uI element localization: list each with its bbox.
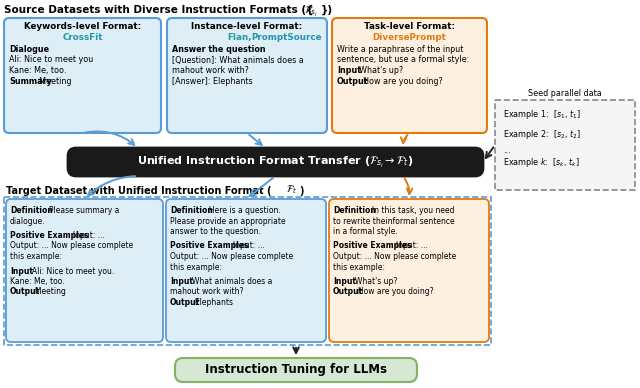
Text: [Question]: What animals does a: [Question]: What animals does a (172, 55, 304, 64)
Text: Kane: Me, too.: Kane: Me, too. (9, 66, 67, 75)
Text: dialogue.: dialogue. (10, 217, 45, 225)
FancyBboxPatch shape (329, 199, 489, 342)
Text: Instance-level Format:: Instance-level Format: (191, 22, 303, 31)
Text: : Meeting: : Meeting (33, 76, 71, 85)
Text: : Please summary a: : Please summary a (44, 206, 120, 215)
Text: : Input: ...: : Input: ... (391, 241, 428, 251)
FancyBboxPatch shape (332, 18, 487, 133)
Text: Example $k$:  [$s_k$, $t_k$]: Example $k$: [$s_k$, $t_k$] (503, 156, 580, 169)
Text: mahout work with?: mahout work with? (172, 66, 249, 75)
Text: CrossFit: CrossFit (62, 33, 103, 42)
Text: Positive Examples: Positive Examples (10, 231, 88, 240)
Text: ): ) (299, 186, 303, 196)
Text: Kane: Me, too.: Kane: Me, too. (10, 277, 65, 286)
Text: :: : (37, 45, 40, 54)
Text: : What animals does a: : What animals does a (187, 277, 273, 286)
Text: Unified Instruction Format Transfer ($\mathcal{F}_{s_i} \rightarrow \mathcal{F}_: Unified Instruction Format Transfer ($\m… (138, 154, 413, 170)
Text: ...: ... (503, 146, 511, 155)
Text: Seed parallel data: Seed parallel data (528, 89, 602, 98)
Text: Input: Input (170, 277, 193, 286)
Text: Output: ... Now please complete: Output: ... Now please complete (333, 252, 456, 261)
Text: this example:: this example: (170, 263, 222, 272)
Text: Answer the question: Answer the question (172, 45, 266, 54)
Text: Target Dataset with Unified Instruction Format (: Target Dataset with Unified Instruction … (6, 186, 271, 196)
Text: }): }) (321, 5, 333, 15)
Text: : How are you doing?: : How are you doing? (353, 288, 434, 296)
Text: Input: Input (337, 66, 361, 75)
Text: sentence, but use a formal style:: sentence, but use a formal style: (337, 55, 469, 64)
Text: : What's up?: : What's up? (350, 277, 397, 286)
Text: [Answer]: Elephants: [Answer]: Elephants (172, 76, 253, 85)
Text: Output: ... Now please complete: Output: ... Now please complete (170, 252, 293, 261)
FancyBboxPatch shape (4, 18, 161, 133)
Text: $\mathcal{F}_{s_i}$: $\mathcal{F}_{s_i}$ (304, 5, 318, 19)
Text: this example:: this example: (333, 263, 385, 272)
FancyBboxPatch shape (175, 358, 417, 382)
Bar (4, 197, 491, 345)
Text: Source Datasets with Diverse Instruction Formats ({: Source Datasets with Diverse Instruction… (4, 5, 314, 15)
Text: : How are you doing?: : How are you doing? (358, 76, 443, 85)
Text: : What's up?: : What's up? (355, 66, 404, 75)
Text: Input: Input (10, 267, 33, 275)
Text: Write a paraphrase of the input: Write a paraphrase of the input (337, 45, 463, 54)
Text: Definition: Definition (333, 206, 376, 215)
Text: Example 1:  [$s_1$, $t_1$]: Example 1: [$s_1$, $t_1$] (503, 108, 580, 121)
FancyBboxPatch shape (68, 148, 483, 176)
Text: this example:: this example: (10, 252, 62, 261)
Text: Definition: Definition (10, 206, 53, 215)
Text: : Here is a question.: : Here is a question. (204, 206, 281, 215)
Text: answer to the question.: answer to the question. (170, 227, 261, 236)
Text: Input: Input (333, 277, 356, 286)
Text: Output: Output (170, 298, 200, 307)
Text: Keywords-level Format:: Keywords-level Format: (24, 22, 141, 31)
Text: Positive Examples: Positive Examples (170, 241, 248, 251)
Text: Output: Output (10, 288, 40, 296)
Text: : Ali: Nice to meet you.: : Ali: Nice to meet you. (27, 267, 115, 275)
Text: Output: Output (333, 288, 364, 296)
FancyBboxPatch shape (6, 199, 163, 342)
Text: : Meeting: : Meeting (31, 288, 67, 296)
Text: DiversePrompt: DiversePrompt (372, 33, 447, 42)
Text: Ali: Nice to meet you: Ali: Nice to meet you (9, 55, 93, 64)
Text: Flan,: Flan, (227, 33, 252, 42)
Text: Output: Output (337, 76, 369, 85)
Text: Please provide an appropriate: Please provide an appropriate (170, 217, 285, 225)
Text: Definition: Definition (170, 206, 213, 215)
Text: : Input: ...: : Input: ... (68, 231, 105, 240)
Text: :: : (239, 45, 241, 54)
Text: Output: ... Now please complete: Output: ... Now please complete (10, 241, 133, 251)
Bar (495, 100, 635, 190)
FancyBboxPatch shape (167, 18, 327, 133)
Text: Dialogue: Dialogue (9, 45, 49, 54)
Text: mahout work with?: mahout work with? (170, 288, 243, 296)
Text: $\mathcal{F}_t$: $\mathcal{F}_t$ (286, 183, 298, 196)
Text: : Input: ...: : Input: ... (228, 241, 265, 251)
Text: Summary: Summary (9, 76, 52, 85)
Text: Instruction Tuning for LLMs: Instruction Tuning for LLMs (205, 364, 387, 376)
Text: PromptSource: PromptSource (251, 33, 321, 42)
Text: in a formal style.: in a formal style. (333, 227, 397, 236)
Text: Example 2:  [$s_2$, $t_2$]: Example 2: [$s_2$, $t_2$] (503, 128, 580, 141)
Text: Task-level Format:: Task-level Format: (364, 22, 455, 31)
Text: to rewrite theinformal sentence: to rewrite theinformal sentence (333, 217, 454, 225)
Text: : In this task, you need: : In this task, you need (367, 206, 454, 215)
Text: Positive Examples: Positive Examples (333, 241, 412, 251)
FancyBboxPatch shape (166, 199, 326, 342)
Text: : Elephants: : Elephants (191, 298, 234, 307)
